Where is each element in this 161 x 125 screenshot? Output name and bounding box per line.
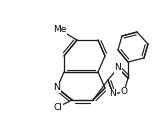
Text: Cl: Cl <box>54 102 62 112</box>
Text: N: N <box>53 84 61 92</box>
Text: Me: Me <box>53 26 67 35</box>
Text: N: N <box>115 64 121 72</box>
Text: O: O <box>120 88 128 96</box>
Text: N: N <box>110 90 116 98</box>
